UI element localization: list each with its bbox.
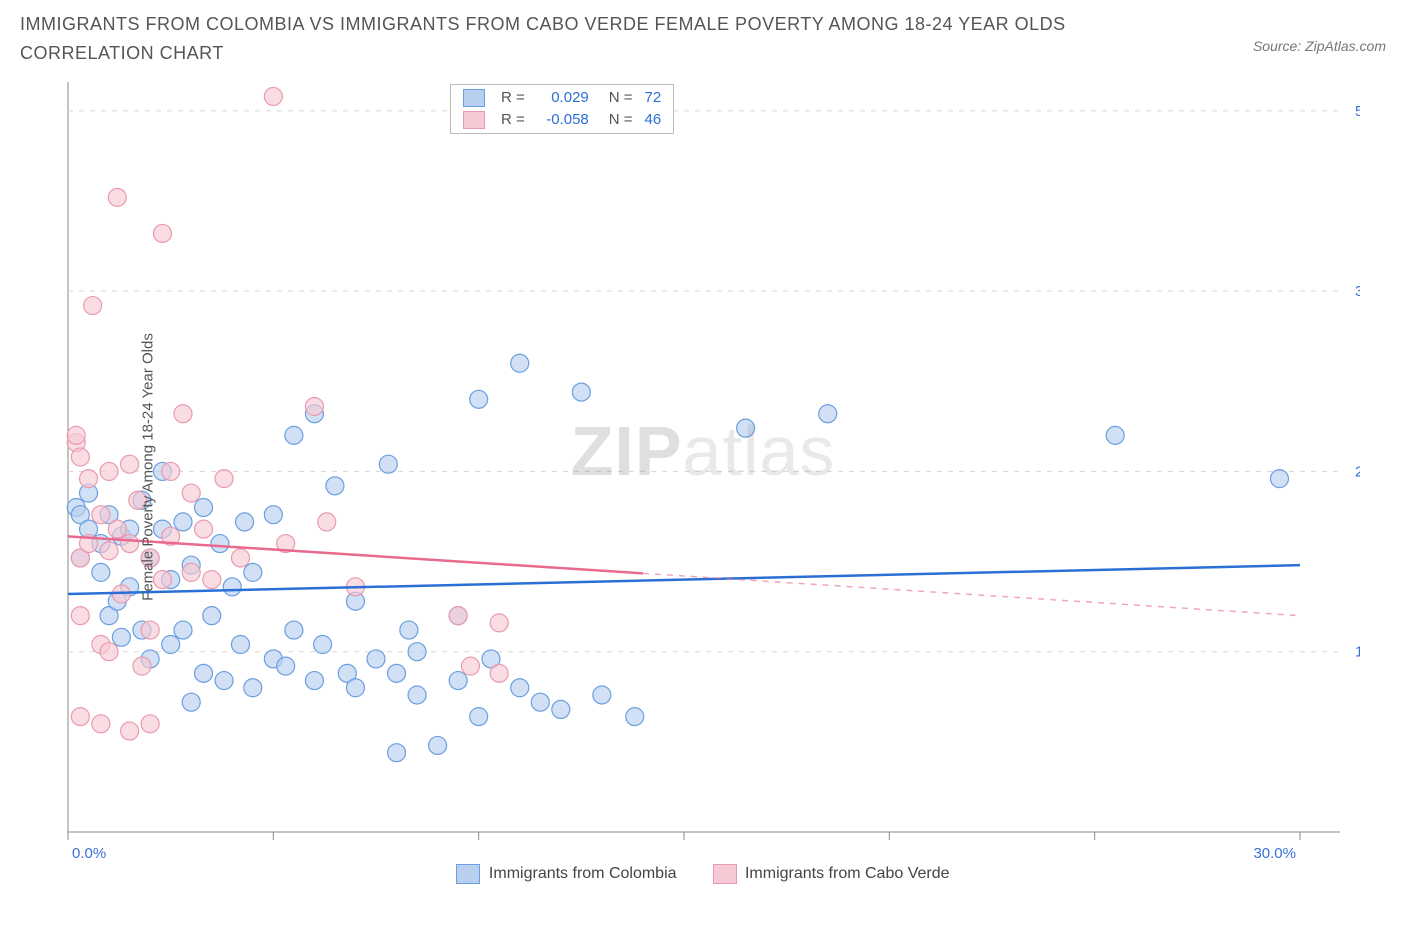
stats-row-colombia: R =0.029N =72 — [457, 87, 667, 109]
stats-legend-box: R =0.029N =72R =-0.058N =46 — [450, 84, 674, 134]
legend-bottom: Immigrants from Colombia Immigrants from… — [20, 864, 1386, 884]
svg-text:12.5%: 12.5% — [1355, 643, 1360, 660]
chart-title: IMMIGRANTS FROM COLOMBIA VS IMMIGRANTS F… — [20, 10, 1120, 68]
legend-item-caboverde: Immigrants from Cabo Verde — [713, 865, 950, 882]
source-name: ZipAtlas.com — [1305, 38, 1386, 54]
stats-row-caboverde: R =-0.058N =46 — [457, 109, 667, 131]
svg-text:25.0%: 25.0% — [1355, 463, 1360, 480]
chart-container: Female Poverty Among 18-24 Year Olds ZIP… — [20, 72, 1386, 862]
scatter-chart: 12.5% 25.0% 37.5% 50.0% 0.0% 30.0% — [20, 72, 1360, 862]
source-credit: Source: ZipAtlas.com — [1253, 38, 1386, 54]
y-axis-label: Female Poverty Among 18-24 Year Olds — [139, 333, 156, 601]
svg-text:30.0%: 30.0% — [1253, 845, 1296, 862]
svg-text:0.0%: 0.0% — [72, 845, 106, 862]
source-prefix: Source: — [1253, 38, 1305, 54]
svg-text:50.0%: 50.0% — [1355, 102, 1360, 119]
legend-item-colombia: Immigrants from Colombia — [456, 865, 676, 882]
svg-text:37.5%: 37.5% — [1355, 283, 1360, 300]
